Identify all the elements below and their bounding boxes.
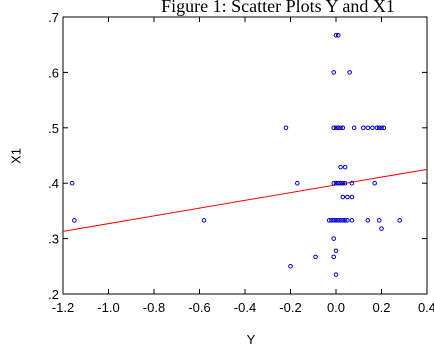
- scatter-point: [331, 125, 337, 131]
- scatter-point: [370, 125, 375, 131]
- scatter-point: [349, 218, 355, 223]
- scatter-point: [345, 194, 350, 200]
- scatter-point: [351, 125, 357, 131]
- scatter-point: [333, 125, 339, 131]
- x-tick-label: -0.2: [279, 300, 301, 315]
- scatter-point: [72, 218, 77, 223]
- scatter-point: [313, 254, 318, 260]
- scatter-point: [329, 218, 334, 223]
- scatter-point: [295, 180, 300, 186]
- x-tick-label: 0.0: [327, 300, 345, 315]
- scatter-point: [379, 125, 384, 131]
- scatter-point: [361, 125, 366, 131]
- scatter-point: [376, 218, 382, 223]
- x-tick-label: -0.8: [143, 300, 165, 315]
- fit-line-layer: [62, 168, 428, 232]
- scatter-point: [333, 272, 339, 277]
- y-tick-label: .3: [48, 232, 59, 247]
- scatter-point: [331, 236, 337, 241]
- x-tick-label: 0.2: [372, 300, 390, 315]
- scatter-point: [379, 226, 384, 231]
- scatter-point: [338, 164, 343, 170]
- scatter-point: [349, 180, 355, 186]
- scatter-point: [338, 125, 343, 131]
- scatter-point: [365, 218, 371, 223]
- y-axis-label: X1: [8, 148, 23, 164]
- x-tick-label: -0.6: [188, 300, 210, 315]
- scatter-point: [338, 218, 343, 223]
- chart-title: Figure 1: Scatter Plots Y and X1: [161, 0, 395, 16]
- scatter-point: [335, 180, 341, 186]
- scatter-point: [335, 32, 341, 38]
- scatter-point: [333, 218, 339, 223]
- scatter-point: [374, 125, 380, 131]
- scatter-point: [69, 180, 75, 186]
- y-axis-ticks: .2 .3 .4 .5 .6 .7: [48, 10, 427, 302]
- scatter-point: [340, 194, 346, 200]
- scatter-point: [372, 180, 377, 186]
- scatter-point: [326, 218, 332, 223]
- y-tick-label: .6: [48, 65, 59, 80]
- x-tick-label: -1.0: [97, 300, 119, 315]
- y-tick-label: .4: [48, 176, 59, 191]
- regression-line: [62, 168, 428, 232]
- scatter-point: [201, 218, 207, 223]
- scatter-point: [340, 125, 346, 131]
- scatter-point: [376, 125, 382, 131]
- scatter-point: [397, 218, 403, 223]
- scatter-point: [349, 194, 355, 200]
- scatter-point: [331, 218, 337, 223]
- scatter-point: [340, 218, 346, 223]
- scatter-point: [335, 218, 341, 223]
- y-tick-label: .5: [48, 121, 59, 136]
- scatter-point: [283, 125, 289, 131]
- y-tick-label: .7: [48, 10, 59, 25]
- x-tick-label: 0.4: [418, 300, 434, 315]
- scatter-point: [331, 254, 337, 260]
- scatter-point: [333, 248, 339, 254]
- scatter-point: [331, 70, 337, 75]
- scatter-point: [288, 264, 293, 269]
- scatter-point: [345, 218, 350, 223]
- x-tick-label: -1.2: [52, 300, 74, 315]
- y-tick-label: .2: [48, 287, 59, 302]
- x-axis-label: Y: [247, 332, 256, 344]
- x-axis-ticks: -1.2 -1.0 -0.8 -0.6 -0.4 -0.2 0.0 0.2 0.4: [52, 17, 434, 315]
- scatter-point: [347, 70, 352, 75]
- scatter-point: [381, 125, 387, 131]
- scatter-point: [342, 164, 348, 170]
- scatter-point: [342, 218, 348, 223]
- scatter-point: [365, 125, 371, 131]
- x-tick-label: -0.4: [234, 300, 256, 315]
- scatter-point: [338, 180, 343, 186]
- points-layer: [69, 32, 403, 277]
- scatter-point: [333, 180, 339, 186]
- scatter-point: [333, 32, 339, 38]
- scatter-point: [340, 180, 346, 186]
- plot-frame: [62, 16, 428, 295]
- scatter-point: [342, 180, 348, 186]
- scatter-point: [335, 125, 341, 131]
- scatter-point: [331, 180, 337, 186]
